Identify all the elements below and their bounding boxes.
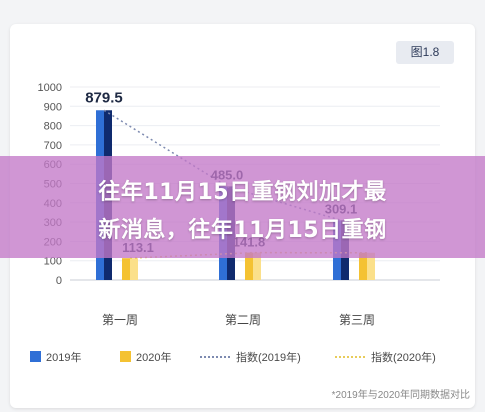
legend-item-index-2019: 指数(2019年) [200,350,301,366]
y-tick-label-7: 700 [44,140,62,152]
legend-swatch-2020 [120,351,131,362]
x-category-label-2: 第三周 [339,313,375,327]
bar-2020-shade-1 [253,252,261,280]
legend-label-2020: 2020年 [136,352,172,364]
bar-2020-2 [359,252,367,280]
headline-line-2: 新消息，往年11月15日重钢 [98,218,387,243]
y-tick-label-8: 800 [44,121,62,133]
data-label-0: 879.5 [85,89,123,106]
legend-label-2019: 2019年 [46,352,82,364]
y-tick-label-0: 0 [56,275,62,287]
legend-item-2020: 2020年 [120,350,171,366]
chart-footnote: *2019年与2020年同期数据对比 [331,390,470,401]
bar-2020-0 [122,258,130,280]
legend-item-index-2020: 指数(2020年) [335,350,436,366]
figure-label: 图1.8 [396,41,454,64]
legend-swatch-2019 [30,351,41,362]
headline-banner: 往年11月15日重钢刘加才最 新消息，往年11月15日重钢 [0,156,485,258]
legend-item-2019: 2019年 [30,350,81,366]
headline-line-1: 往年11月15日重钢刘加才最 [98,180,387,205]
legend-line-index-2019 [200,356,230,358]
legend-label-index-2020: 指数(2020年) [371,352,436,364]
y-tick-label-10: 1000 [38,82,62,94]
x-category-label-0: 第一周 [102,313,138,327]
bar-2020-shade-2 [367,252,375,280]
bar-2020-1 [245,252,253,280]
y-tick-label-9: 900 [44,101,62,113]
legend-label-index-2019: 指数(2019年) [236,352,301,364]
bar-2020-shade-0 [130,258,138,280]
chart-legend: 2019年 2020年 指数(2019年) 指数(2020年) [30,348,470,368]
legend-line-index-2020 [335,356,365,358]
x-category-label-1: 第二周 [225,313,261,327]
y-tick-label-1: 100 [44,256,62,268]
